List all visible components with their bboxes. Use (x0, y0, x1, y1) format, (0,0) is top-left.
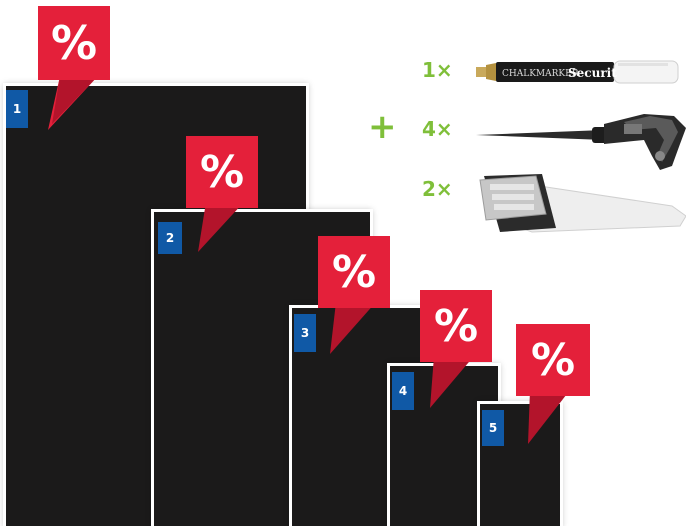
discount-percent-2: % (186, 136, 258, 208)
marker-brand: Securit (568, 66, 617, 80)
quantity-spikes: 4× (422, 117, 453, 141)
size-badge-4: 4 (392, 372, 414, 410)
marker-text: CHALKMARKER (502, 69, 579, 79)
tag-pointer-icon (330, 302, 376, 354)
ground-spike-icon (476, 114, 686, 170)
size-badge-5: 5 (482, 410, 504, 446)
discount-percent-5: % (516, 324, 590, 396)
tag-pointer-icon (528, 390, 570, 444)
tag-pointer-icon (198, 202, 244, 252)
tag-pointer-icon (430, 356, 474, 408)
quantity-marker: 1× (422, 58, 453, 82)
size-badge-1: 1 (6, 90, 28, 128)
plus-icon: + (368, 107, 397, 147)
size-badge-2: 2 (158, 222, 182, 254)
size-badge-3: 3 (294, 314, 316, 352)
chalk-marker-icon: CHALKMARKER Securit (476, 60, 679, 84)
discount-percent-3: % (318, 236, 390, 308)
quantity-hooks: 2× (422, 177, 453, 201)
wall-hook-icon (479, 174, 686, 233)
discount-percent-1: % (38, 6, 110, 80)
tag-pointer-icon (48, 76, 98, 130)
discount-percent-4: % (420, 290, 492, 362)
